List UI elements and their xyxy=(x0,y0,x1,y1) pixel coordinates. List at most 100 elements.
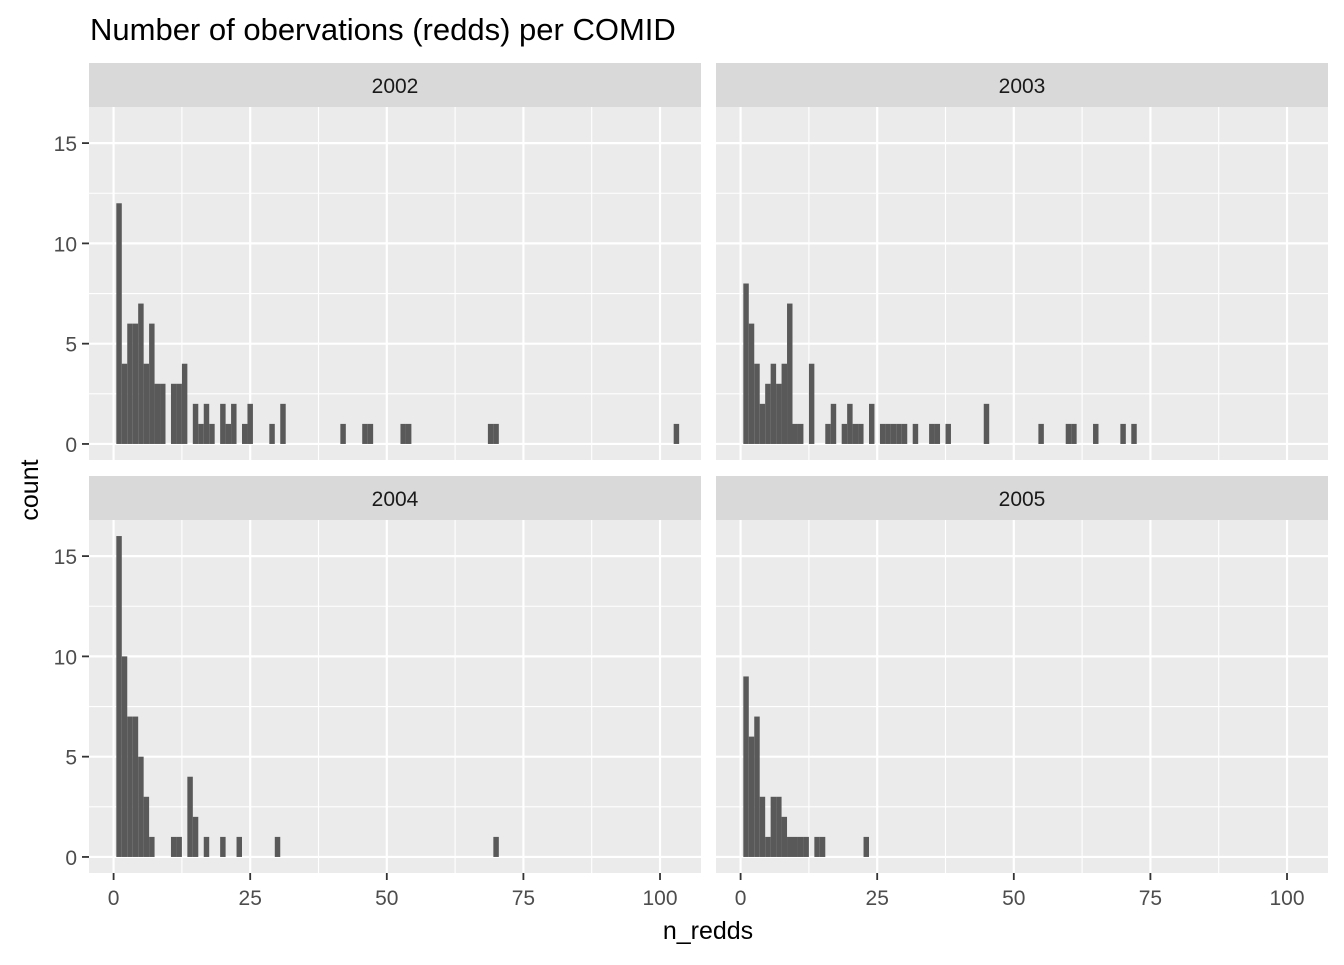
facet-strip xyxy=(716,63,1328,107)
x-tick-label: 25 xyxy=(866,887,889,910)
y-tick-label: 0 xyxy=(65,847,77,870)
histogram-bar xyxy=(121,363,128,444)
bars xyxy=(116,536,499,857)
y-tick-label: 0 xyxy=(65,434,77,457)
panels-layer: 2002 2003 2004 2005 xyxy=(89,63,1328,873)
histogram-bar xyxy=(776,383,782,444)
histogram-bar xyxy=(149,836,155,857)
histogram-bar xyxy=(400,423,406,444)
histogram-bar xyxy=(896,423,902,444)
facet-strip xyxy=(89,63,701,107)
bars xyxy=(116,203,680,444)
histogram-bar xyxy=(797,836,804,857)
histogram-bar xyxy=(138,303,144,444)
histogram-bar xyxy=(236,836,242,857)
histogram-bar xyxy=(231,403,237,444)
histogram-bar xyxy=(803,836,809,857)
gridlines xyxy=(89,107,701,460)
y-axis-layer: 0 5 10 15 0 5 10 15 xyxy=(54,133,89,870)
histogram-bar xyxy=(673,423,680,444)
histogram-bar xyxy=(754,716,760,857)
histogram-bar xyxy=(1038,423,1044,444)
histogram-bar xyxy=(847,403,853,444)
histogram-bar xyxy=(487,423,494,444)
panel-background xyxy=(716,520,1328,873)
bars xyxy=(743,676,869,857)
x-axis-title: n_redds xyxy=(663,917,753,945)
histogram-bar xyxy=(269,423,275,444)
histogram-bar xyxy=(743,676,749,857)
panel-background xyxy=(89,520,701,873)
histogram-bar xyxy=(274,836,281,857)
histogram-bar xyxy=(192,816,199,857)
y-tick-label: 5 xyxy=(65,747,77,770)
x-axis-layer: 0 25 50 75 100 0 25 50 75 100 xyxy=(108,873,1305,910)
histogram-bar xyxy=(220,403,226,444)
histogram-bar xyxy=(863,836,869,857)
histogram-bar xyxy=(405,423,412,444)
histogram-bar xyxy=(138,756,144,857)
facet-strip xyxy=(716,476,1328,520)
x-tick-label: 50 xyxy=(375,887,398,910)
histogram-bar xyxy=(776,796,782,857)
histogram-bar xyxy=(934,423,941,444)
histogram-bar xyxy=(493,423,499,444)
histogram-bar xyxy=(203,836,210,857)
histogram-bar xyxy=(187,776,193,857)
histogram-bar xyxy=(1071,423,1077,444)
panel-background xyxy=(89,107,701,460)
histogram-bar xyxy=(770,796,777,857)
facet-strip-label: 2003 xyxy=(999,75,1046,98)
histogram-bar xyxy=(247,403,253,444)
x-tick-label: 100 xyxy=(1269,887,1304,910)
histogram-bar xyxy=(792,836,798,857)
histogram-bar xyxy=(127,323,133,444)
histogram-bar xyxy=(149,323,155,444)
histogram-bar xyxy=(754,363,760,444)
histogram-bar xyxy=(1131,423,1137,444)
histogram-bar xyxy=(121,656,128,857)
histogram-bar xyxy=(192,403,199,444)
histogram-bar xyxy=(143,363,150,444)
facet-strip-label: 2005 xyxy=(999,488,1046,511)
x-tick-label: 75 xyxy=(512,887,535,910)
gridlines xyxy=(716,107,1328,460)
histogram-bar xyxy=(765,836,771,857)
histogram-bar xyxy=(781,363,788,444)
y-tick-label: 10 xyxy=(54,646,77,669)
histogram-bar xyxy=(929,423,935,444)
histogram-bar xyxy=(748,323,755,444)
histogram-bar xyxy=(203,403,210,444)
histogram-bar xyxy=(367,423,374,444)
histogram-bar xyxy=(787,303,793,444)
histogram-bar xyxy=(280,403,286,444)
histogram-bar xyxy=(743,283,749,444)
y-axis-title: count xyxy=(16,459,44,520)
histogram-bar xyxy=(983,403,990,444)
histogram-bar xyxy=(181,363,188,444)
x-tick-label: 50 xyxy=(1002,887,1025,910)
panel-2003: 2003 xyxy=(716,63,1328,460)
histogram-bar xyxy=(116,536,122,857)
panel-2005: 2005 xyxy=(716,476,1328,873)
histogram-bar xyxy=(116,203,122,444)
histogram-bar xyxy=(781,816,788,857)
panel-2004: 2004 xyxy=(89,476,701,873)
panel-background xyxy=(716,107,1328,460)
x-tick-label: 75 xyxy=(1139,887,1162,910)
y-tick-label: 5 xyxy=(65,334,77,357)
histogram-bar xyxy=(340,423,346,444)
histogram-bar xyxy=(841,423,848,444)
x-tick-label: 25 xyxy=(239,887,262,910)
chart-title: Number of obervations (redds) per COMID xyxy=(90,12,676,47)
histogram-bar xyxy=(792,423,798,444)
y-tick-label: 15 xyxy=(54,133,77,156)
histogram-bar xyxy=(362,423,368,444)
histogram-bar xyxy=(170,383,177,444)
histogram-bar xyxy=(160,383,166,444)
histogram-bar xyxy=(819,836,826,857)
histogram-bar xyxy=(869,403,875,444)
panel-2002: 2002 xyxy=(89,63,701,460)
histogram-bar xyxy=(814,836,820,857)
